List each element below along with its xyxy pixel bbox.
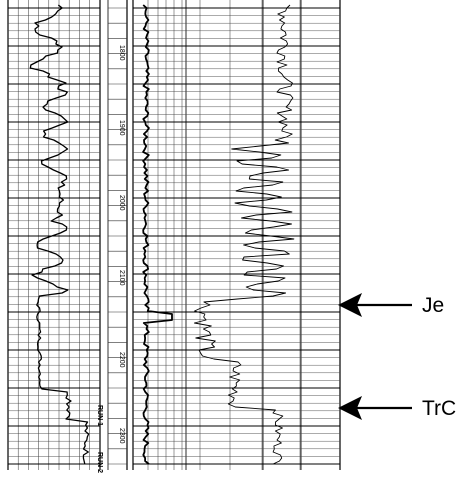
marker-label-je: Je — [422, 294, 445, 317]
log-curves — [29, 4, 295, 465]
run-labels: RUN 1 RUN 2 — [96, 405, 103, 473]
depth-label-1800: 1800 — [118, 45, 125, 61]
trc-arrow — [338, 396, 412, 420]
marker-label-trc: TrC — [422, 397, 457, 420]
depth-label-1900: 1900 — [118, 120, 125, 136]
depth-label-2200: 2200 — [118, 352, 125, 368]
log-grid — [7, 0, 341, 470]
depth-label-2000: 2000 — [118, 195, 125, 211]
depth-label-2100: 2100 — [118, 270, 125, 286]
depth-label-2300: 2300 — [118, 428, 125, 444]
depth-scale: 1800 1900 2000 2100 2200 2300 — [118, 45, 125, 444]
marker-arrows — [338, 293, 412, 420]
je-arrow — [338, 293, 412, 317]
run-label-1: RUN 1 — [96, 405, 103, 426]
run-label-2: RUN 2 — [96, 452, 103, 473]
